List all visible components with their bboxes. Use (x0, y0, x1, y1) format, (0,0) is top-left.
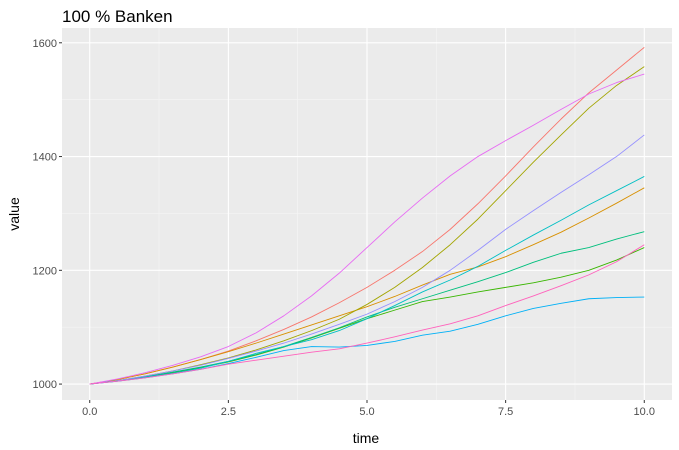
major-gridlines (62, 28, 672, 400)
series-line-10 (89, 244, 645, 385)
y-tick-label: 1600 (33, 38, 57, 50)
x-axis-title: time (353, 430, 380, 446)
y-axis: 1000 1200 1400 1600 (33, 38, 62, 391)
y-tick-label: 1400 (33, 152, 57, 164)
chart-title: 100 % Banken (62, 7, 173, 26)
series-line-5 (89, 231, 645, 385)
y-tick-label: 1200 (33, 265, 57, 277)
series-line-9 (89, 73, 645, 385)
x-axis: 0.0 2.5 5.0 7.5 10.0 (82, 400, 655, 418)
x-tick-label: 7.5 (498, 406, 513, 418)
x-tick-label: 0.0 (82, 406, 97, 418)
series-lines (89, 46, 645, 385)
series-line-2 (89, 187, 645, 385)
y-axis-title: value (6, 197, 22, 231)
x-tick-label: 5.0 (359, 406, 374, 418)
x-tick-label: 2.5 (221, 406, 236, 418)
series-line-8 (89, 134, 645, 385)
y-tick-label: 1000 (33, 379, 57, 391)
x-tick-label: 10.0 (634, 406, 655, 418)
series-line-6 (89, 176, 645, 385)
